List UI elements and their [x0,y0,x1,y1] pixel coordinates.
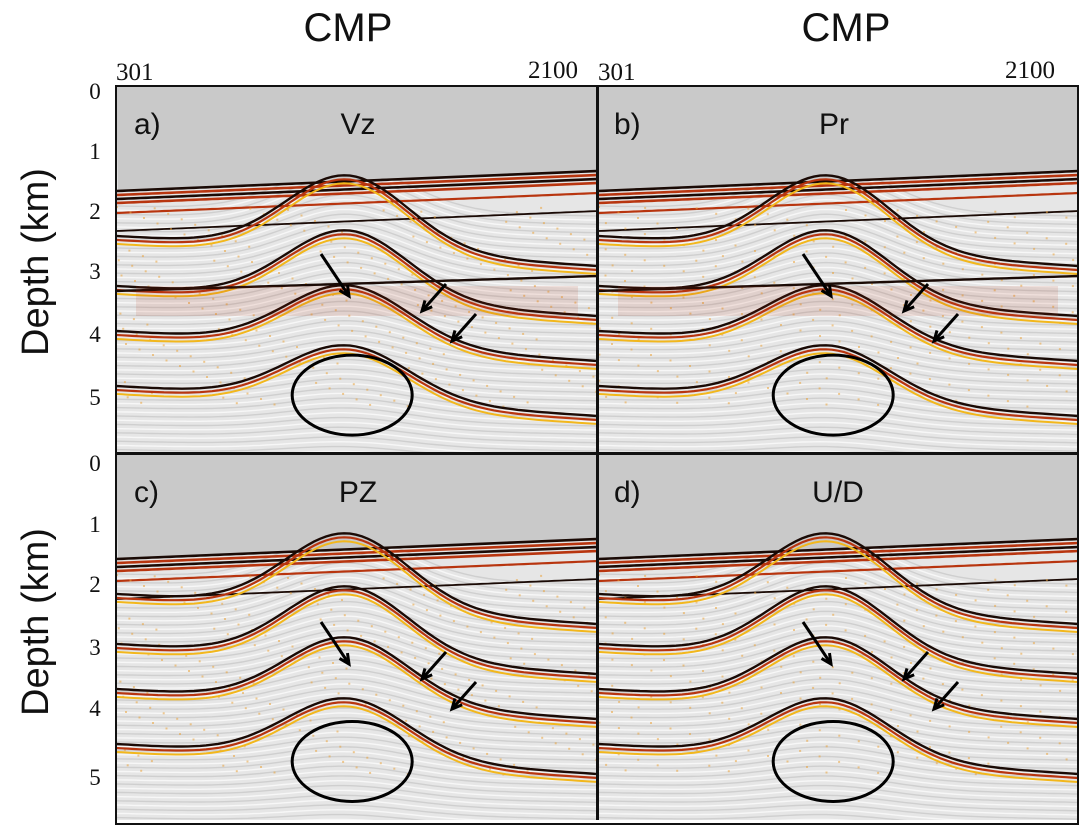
depth-tick-bottom-0: 0 [89,451,101,476]
panel-letter: c) [134,476,159,509]
cmp-tick-right-start: 301 [598,59,636,86]
y-axis-label-bottom: Depth (km) [15,528,57,716]
cmp-tick-right-end: 2100 [1005,57,1055,84]
panel-b: b) Pr [598,86,1078,454]
depth-tick-bottom-4: 4 [89,696,101,721]
panel-title: PZ [338,476,378,509]
panel-divider-horizontal [115,452,1079,455]
depth-tick-top-0: 0 [89,79,101,104]
column-title-left: CMP [303,6,393,50]
depth-tick-top-4: 4 [89,322,101,347]
y-axis-label-top: Depth (km) [15,168,57,356]
seismic-image-b [598,86,1078,454]
depth-tick-top-2: 2 [89,199,101,224]
panel-title: U/D [812,476,864,509]
depth-tick-bottom-1: 1 [89,512,101,537]
depth-tick-bottom-5: 5 [89,765,101,790]
column-title-right: CMP [801,6,891,50]
cmp-tick-left-end: 2100 [528,57,578,84]
depth-tick-top-1: 1 [89,139,101,164]
panel-letter: b) [614,108,641,141]
seismic-image-d [598,454,1078,820]
cmp-tick-left-start: 301 [116,59,154,86]
depth-tick-top-3: 3 [89,259,101,284]
panel-title: Vz [340,108,376,141]
panel-letter: a) [134,108,161,141]
panel-letter: d) [614,476,641,509]
depth-tick-bottom-2: 2 [89,572,101,597]
depth-tick-top-5: 5 [89,385,101,410]
panel-title: Pr [819,108,849,141]
seismic-image-c [116,454,598,820]
panel-d: d) U/D [598,454,1078,820]
depth-tick-bottom-3: 3 [89,635,101,660]
panel-c: c) PZ [116,454,598,820]
panel-a: a) Vz [116,86,598,454]
seismic-image-a [116,86,598,454]
